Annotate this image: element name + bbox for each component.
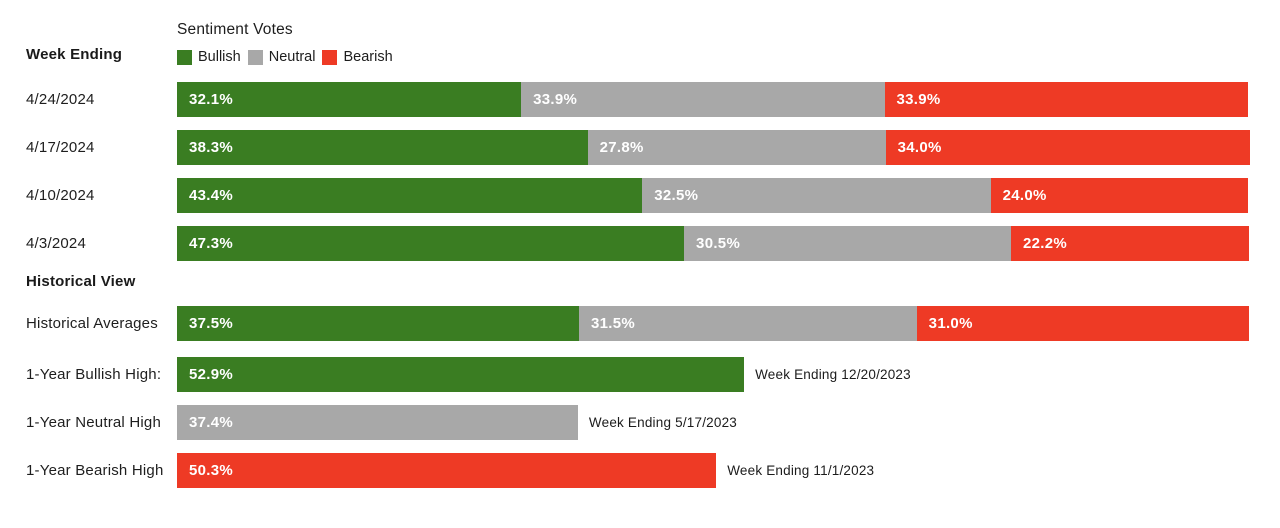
row-label: 4/3/2024 (26, 235, 86, 252)
row-label: 1-Year Bullish High: (26, 366, 162, 383)
label-column-header: Week Ending (0, 0, 177, 82)
bearish-bar-segment: 22.2% (1011, 226, 1249, 261)
segment-value-label: 47.3% (189, 235, 234, 252)
bullish-bar-segment: 47.3% (177, 226, 685, 261)
neutral-swatch-icon (247, 49, 263, 65)
bearish-bar-segment: 24.0% (990, 178, 1248, 213)
historical-rows-section: Historical Averages 37.5% 31.5% 31.0% 1-Year… (0, 306, 1280, 488)
neutral-bar-segment: 32.5% (642, 178, 991, 213)
bar-track: 47.3% 30.5% 22.2% (177, 226, 1249, 261)
bar-track: 43.4% 32.5% 24.0% (177, 178, 1249, 213)
bearish-bar-segment: 31.0% (916, 306, 1249, 341)
bearish-bar-segment: 50.3% (177, 453, 717, 488)
chart-title: Sentiment Votes (177, 21, 293, 38)
segment-value-label: 50.3% (189, 462, 234, 479)
segment-value-label: 30.5% (696, 235, 741, 252)
chart-title-area: Sentiment Votes Bullish Neutral Bearish (177, 0, 1280, 82)
neutral-bar-segment: 37.4% (177, 405, 578, 440)
row-label: 1-Year Bearish High (26, 462, 164, 479)
weekly-sentiment-row: 4/17/2024 38.3% 27.8% 34.0% (0, 130, 1280, 165)
historical-row: 1-Year Neutral High 37.4% Week Ending 5/17… (0, 405, 1280, 440)
row-label: 4/24/2024 (26, 91, 95, 108)
bar-track: 37.5% 31.5% 31.0% (177, 306, 1249, 341)
legend-label-bullish: Bullish (198, 49, 241, 65)
bar-track: 32.1% 33.9% 33.9% (177, 82, 1249, 117)
segment-value-label: 32.5% (654, 187, 699, 204)
legend: Bullish Neutral Bearish (177, 49, 1280, 65)
neutral-bar-segment: 31.5% (579, 306, 917, 341)
bar-track: 37.4% Week Ending 5/17/2023 (177, 405, 1249, 440)
bullish-bar-segment: 52.9% (177, 357, 745, 392)
segment-value-label: 24.0% (1002, 187, 1047, 204)
segment-value-label: 31.5% (591, 315, 636, 332)
weekly-rows-section: 4/24/2024 32.1% 33.9% 33.9% 4/17/2024 38.3% 27… (0, 82, 1280, 261)
row-label: 4/17/2024 (26, 139, 95, 156)
neutral-bar-segment: 30.5% (684, 226, 1011, 261)
legend-item-neutral: Neutral (247, 49, 316, 65)
row-label: Historical Averages (26, 315, 158, 332)
bar-track: 52.9% Week Ending 12/20/2023 (177, 357, 1249, 392)
weekly-sentiment-row: 4/24/2024 32.1% 33.9% 33.9% (0, 82, 1280, 117)
segment-value-label: 32.1% (189, 91, 234, 108)
legend-item-bearish: Bearish (322, 49, 393, 65)
bullish-bar-segment: 32.1% (177, 82, 522, 117)
week-ending-header: Week Ending (26, 46, 123, 63)
segment-value-label: 43.4% (189, 187, 234, 204)
segment-value-label: 38.3% (189, 139, 234, 156)
historical-row: 1-Year Bearish High 50.3% Week Ending 11/1… (0, 453, 1280, 488)
segment-value-label: 52.9% (189, 366, 234, 383)
historical-row: Historical Averages 37.5% 31.5% 31.0% (0, 306, 1280, 341)
chart-header: Week Ending Sentiment Votes Bullish Neutr… (0, 0, 1280, 82)
legend-item-bullish: Bullish (177, 49, 241, 65)
neutral-bar-segment: 33.9% (521, 82, 885, 117)
bearish-swatch-icon (322, 49, 338, 65)
bullish-bar-segment: 38.3% (177, 130, 588, 165)
segment-value-label: 37.5% (189, 315, 234, 332)
bullish-swatch-icon (177, 49, 192, 65)
segment-value-label: 37.4% (189, 414, 234, 431)
week-ending-annotation: Week Ending 12/20/2023 (755, 367, 911, 382)
weekly-sentiment-row: 4/3/2024 47.3% 30.5% 22.2% (0, 226, 1280, 261)
neutral-bar-segment: 27.8% (587, 130, 886, 165)
segment-value-label: 31.0% (928, 315, 973, 332)
bullish-bar-segment: 37.5% (177, 306, 579, 341)
row-label: 1-Year Neutral High (26, 414, 161, 431)
segment-value-label: 22.2% (1023, 235, 1068, 252)
bar-track: 38.3% 27.8% 34.0% (177, 130, 1251, 165)
bar-track: 50.3% Week Ending 11/1/2023 (177, 453, 1249, 488)
bearish-bar-segment: 34.0% (885, 130, 1251, 165)
segment-value-label: 27.8% (599, 139, 644, 156)
historical-view-header: Historical View (26, 273, 136, 290)
row-label: 4/10/2024 (26, 187, 95, 204)
segment-value-label: 34.0% (897, 139, 942, 156)
bearish-bar-segment: 33.9% (884, 82, 1248, 117)
segment-value-label: 33.9% (533, 91, 578, 108)
legend-label-bearish: Bearish (343, 49, 393, 65)
week-ending-annotation: Week Ending 5/17/2023 (588, 415, 737, 430)
segment-value-label: 33.9% (896, 91, 941, 108)
legend-label-neutral: Neutral (268, 49, 316, 65)
week-ending-annotation: Week Ending 11/1/2023 (727, 463, 875, 478)
weekly-sentiment-row: 4/10/2024 43.4% 32.5% 24.0% (0, 178, 1280, 213)
bullish-bar-segment: 43.4% (177, 178, 643, 213)
historical-row: 1-Year Bullish High: 52.9% Week Ending 12/… (0, 357, 1280, 392)
